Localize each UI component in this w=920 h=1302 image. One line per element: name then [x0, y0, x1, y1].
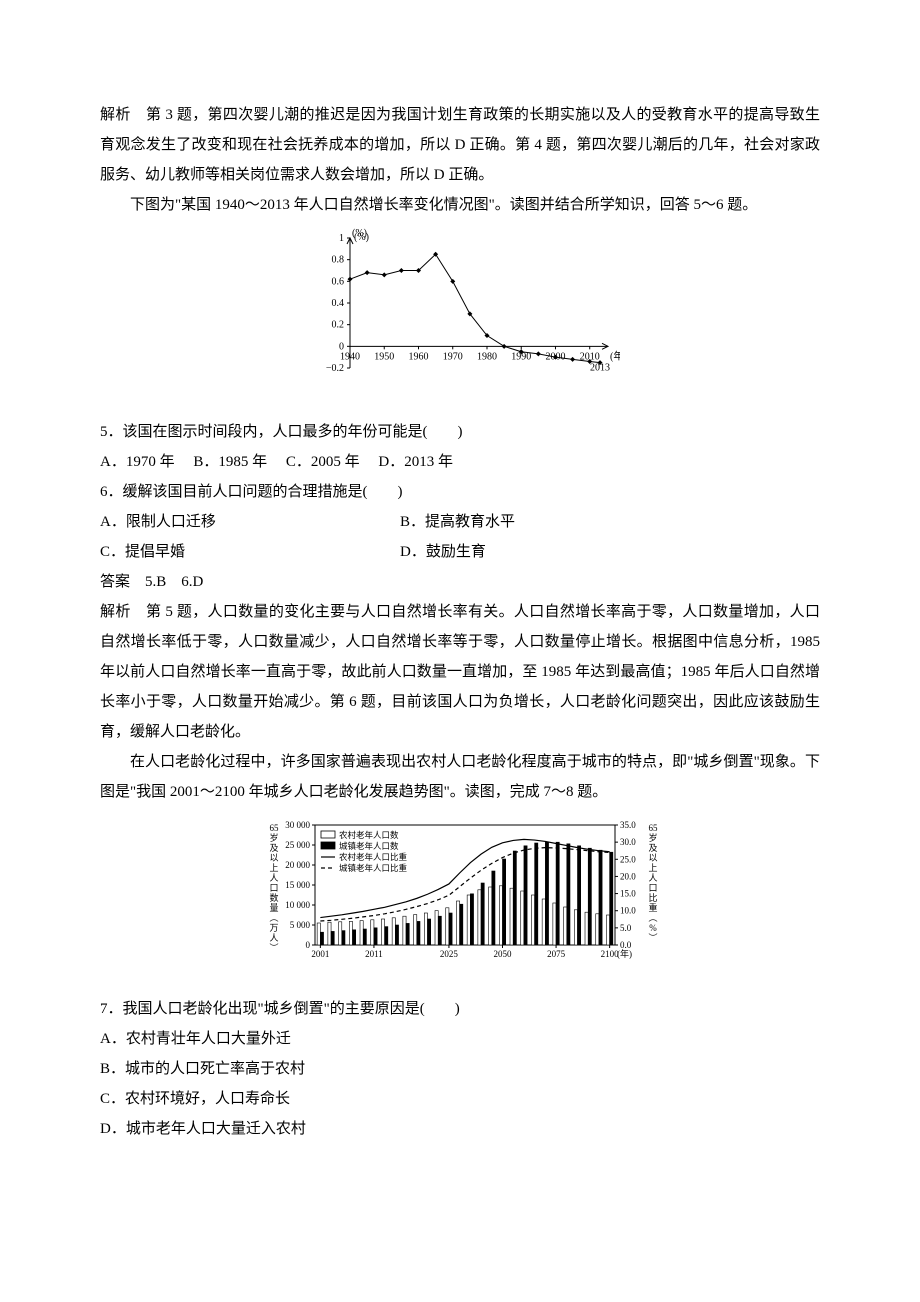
svg-text:︵: ︵ [269, 913, 278, 923]
svg-text:以: 以 [269, 853, 278, 863]
chart2-svg: 05 00010 00015 00020 00025 00030 0000.05… [260, 815, 660, 975]
q5-options: A．1970 年 B．1985 年 C．2005 年 D．2013 年 [100, 447, 820, 477]
svg-text:口: 口 [648, 883, 657, 893]
svg-text:人: 人 [648, 873, 657, 883]
svg-text:城镇老年人口比重: 城镇老年人口比重 [339, 863, 408, 873]
svg-text:岁: 岁 [269, 832, 278, 843]
intro-5-6: 下图为"某国 1940～2013 年人口自然增长率变化情况图"。读图并结合所学知… [100, 190, 820, 220]
svg-text:65: 65 [270, 823, 280, 833]
svg-text:2011: 2011 [365, 949, 383, 959]
q5-opt-d: D．2013 年 [378, 454, 453, 470]
analysis-label: 解析 [100, 604, 131, 620]
chart-urban-rural-aging: 05 00010 00015 00020 00025 00030 0000.05… [100, 815, 820, 986]
svg-text:上: 上 [269, 863, 278, 873]
q6-options-row2: C．提倡早婚 D．鼓励生育 [100, 537, 820, 567]
svg-text:0: 0 [306, 940, 311, 950]
svg-text:30.0: 30.0 [620, 837, 636, 847]
svg-text:20.0: 20.0 [620, 871, 636, 881]
svg-text:(年): (年) [617, 948, 632, 959]
q5-opt-c: C．2005 年 [286, 454, 360, 470]
q7-opt-b: B．城市的人口死亡率高于农村 [100, 1054, 820, 1084]
q7-stem: 7．我国人口老龄化出现"城乡倒置"的主要原因是( ) [100, 994, 820, 1024]
q5-opt-b: B．1985 年 [193, 454, 267, 470]
svg-text:0.8: 0.8 [332, 255, 345, 266]
svg-text:及: 及 [269, 843, 278, 853]
svg-text:−0.2: −0.2 [326, 363, 344, 374]
svg-text:2075: 2075 [547, 949, 566, 959]
svg-text:0.4: 0.4 [332, 298, 345, 309]
svg-text:1950: 1950 [374, 351, 394, 362]
svg-text:25 000: 25 000 [285, 840, 310, 850]
analysis-text: 第 3 题，第四次婴儿潮的推迟是因为我国计划生育政策的长期实施以及人的受教育水平… [100, 107, 820, 183]
svg-text:10 000: 10 000 [285, 900, 310, 910]
svg-text:上: 上 [648, 863, 657, 873]
analysis-5-6: 解析 第 5 题，人口数量的变化主要与人口自然增长率有关。人口自然增长率高于零，… [100, 597, 820, 747]
svg-text:1940: 1940 [340, 351, 360, 362]
svg-text:1: 1 [339, 233, 344, 244]
answer-label: 答案 [100, 574, 130, 590]
chart-natural-growth-rate: −0.200.20.40.60.81(%)(%)1940195019601970… [100, 228, 820, 409]
svg-text:以: 以 [648, 853, 657, 863]
q7-opt-d: D．城市老年人口大量迁入农村 [100, 1114, 820, 1144]
svg-text:口: 口 [269, 883, 278, 893]
svg-text:35.0: 35.0 [620, 820, 636, 830]
intro-7-8: 在人口老龄化过程中，许多国家普遍表现出农村人口老龄化程度高于城市的特点，即"城乡… [100, 747, 820, 807]
svg-text:(%): (%) [354, 232, 369, 243]
q6-stem: 6．缓解该国目前人口问题的合理措施是( ) [100, 477, 820, 507]
svg-text:量: 量 [269, 903, 278, 913]
svg-text:人: 人 [269, 873, 278, 883]
svg-text:重: 重 [648, 902, 657, 913]
answer-text: 5.B 6.D [130, 574, 203, 590]
svg-text:农村老年人口数: 农村老年人口数 [339, 830, 399, 840]
answer-5-6: 答案 5.B 6.D [100, 567, 820, 597]
svg-text:农村老年人口比重: 农村老年人口比重 [339, 852, 408, 862]
svg-text:2001: 2001 [311, 949, 329, 959]
q5-stem: 5．该国在图示时间段内，人口最多的年份可能是( ) [100, 417, 820, 447]
q7-opt-a: A．农村青壮年人口大量外迁 [100, 1024, 820, 1054]
q6-opt-d: D．鼓励生育 [400, 537, 486, 567]
svg-text:1980: 1980 [477, 351, 497, 362]
svg-text:5 000: 5 000 [290, 920, 311, 930]
svg-text:︶: ︶ [269, 943, 278, 953]
q6-opt-a: A．限制人口迁移 [100, 507, 400, 537]
analysis-label: 解析 [100, 107, 131, 123]
svg-text:15 000: 15 000 [285, 880, 310, 890]
svg-text:数: 数 [269, 892, 278, 903]
q5-opt-a: A．1970 年 [100, 454, 175, 470]
q6-opt-b: B．提高教育水平 [400, 507, 515, 537]
q6-options-row1: A．限制人口迁移 B．提高教育水平 [100, 507, 820, 537]
svg-text:人: 人 [269, 933, 278, 943]
chart1-svg: −0.200.20.40.60.81(%)(%)1940195019601970… [300, 228, 620, 398]
svg-text:%: % [649, 923, 657, 933]
svg-text:1960: 1960 [408, 351, 428, 362]
svg-text:5.0: 5.0 [620, 923, 632, 933]
analysis-text: 第 5 题，人口数量的变化主要与人口自然增长率有关。人口自然增长率高于零，人口数… [100, 604, 820, 740]
svg-text:0.2: 0.2 [332, 320, 345, 331]
svg-text:︵: ︵ [648, 913, 657, 923]
svg-text:2025: 2025 [440, 949, 459, 959]
svg-text:1970: 1970 [443, 351, 463, 362]
svg-text:︶: ︶ [648, 933, 657, 943]
svg-text:及: 及 [648, 843, 657, 853]
svg-text:10.0: 10.0 [620, 906, 636, 916]
svg-text:20 000: 20 000 [285, 860, 310, 870]
svg-text:岁: 岁 [648, 832, 657, 843]
svg-text:2050: 2050 [494, 949, 513, 959]
q6-opt-c: C．提倡早婚 [100, 537, 400, 567]
svg-text:(年): (年) [610, 349, 620, 362]
svg-text:65: 65 [649, 823, 659, 833]
svg-text:15.0: 15.0 [620, 889, 636, 899]
svg-text:0.6: 0.6 [332, 276, 345, 287]
svg-text:30 000: 30 000 [285, 820, 310, 830]
q7-opt-c: C．农村环境好，人口寿命长 [100, 1084, 820, 1114]
analysis-3-4: 解析 第 3 题，第四次婴儿潮的推迟是因为我国计划生育政策的长期实施以及人的受教… [100, 100, 820, 190]
svg-text:城镇老年人口数: 城镇老年人口数 [339, 841, 399, 851]
svg-text:比: 比 [648, 892, 657, 903]
svg-text:万: 万 [269, 923, 278, 933]
svg-text:25.0: 25.0 [620, 854, 636, 864]
